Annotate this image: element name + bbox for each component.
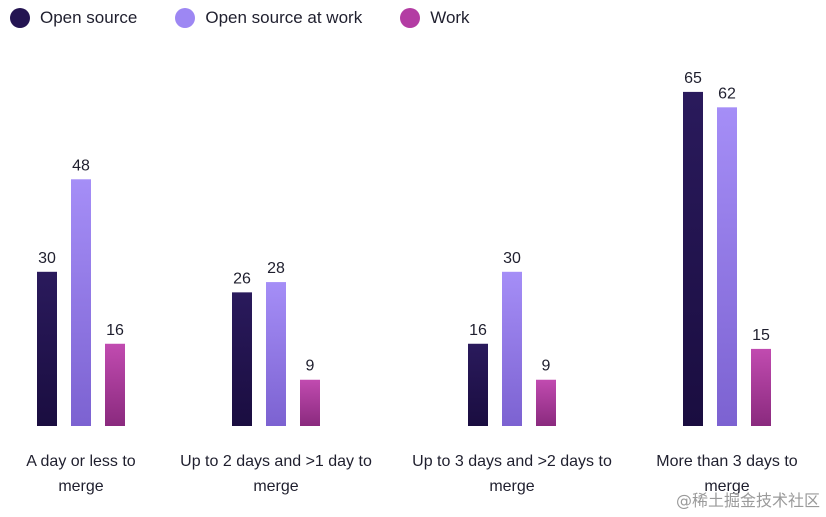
category-label-3: More than 3 days to merge bbox=[656, 453, 798, 495]
bar-work-2 bbox=[536, 379, 556, 426]
category-label-line-1-1: merge bbox=[253, 478, 298, 495]
value-labels-layer: 30 48 16 26 28 9 16 30 9 65 62 15 bbox=[38, 70, 770, 375]
value-label-open-source-3: 65 bbox=[684, 70, 702, 87]
category-label-2: Up to 3 days and >2 days to merge bbox=[412, 453, 612, 495]
bar-work-1 bbox=[300, 379, 320, 426]
legend-swatch-work bbox=[400, 8, 421, 28]
category-label-line-0-1: merge bbox=[58, 478, 103, 495]
legend: Open source Open source at work Work bbox=[10, 8, 508, 28]
value-label-work-0: 16 bbox=[106, 322, 124, 339]
bars-layer bbox=[37, 91, 771, 427]
category-label-0: A day or less to merge bbox=[26, 453, 135, 495]
legend-item-open-source-at-work: Open source at work bbox=[175, 8, 362, 28]
legend-swatch-open-source-at-work bbox=[175, 8, 196, 28]
value-label-open-source-at-work-1: 28 bbox=[267, 260, 285, 277]
bar-open-source-at-work-0 bbox=[71, 179, 91, 426]
legend-swatch-open-source bbox=[10, 8, 30, 28]
bar-open-source-2 bbox=[468, 343, 488, 426]
value-label-open-source-0: 30 bbox=[38, 250, 56, 267]
category-label-line-3-0: More than 3 days to bbox=[656, 453, 798, 470]
bar-work-3 bbox=[751, 348, 771, 426]
category-label-line-0-0: A day or less to bbox=[26, 453, 135, 470]
value-label-open-source-1: 26 bbox=[233, 270, 251, 287]
bar-open-source-at-work-3 bbox=[717, 107, 737, 426]
bar-open-source-0 bbox=[37, 271, 57, 426]
category-label-line-1-0: Up to 2 days and >1 day to bbox=[180, 453, 372, 470]
legend-item-open-source: Open source bbox=[10, 8, 137, 28]
category-label-line-3-1: merge bbox=[704, 478, 749, 495]
bar-open-source-at-work-1 bbox=[266, 282, 286, 426]
value-label-work-1: 9 bbox=[306, 358, 315, 375]
value-label-work-3: 15 bbox=[752, 327, 770, 344]
bar-open-source-at-work-2 bbox=[502, 271, 522, 426]
legend-label-open-source: Open source bbox=[40, 8, 138, 27]
category-label-1: Up to 2 days and >1 day to merge bbox=[180, 453, 372, 495]
bar-open-source-1 bbox=[232, 292, 252, 426]
value-label-open-source-at-work-0: 48 bbox=[72, 157, 90, 174]
watermark: @稀土掘金技术社区 bbox=[675, 491, 820, 510]
category-label-line-2-1: merge bbox=[489, 478, 534, 495]
bar-open-source-3 bbox=[683, 91, 703, 427]
value-label-open-source-2: 16 bbox=[469, 322, 487, 339]
legend-label-work: Work bbox=[430, 8, 470, 27]
category-label-line-2-0: Up to 3 days and >2 days to bbox=[412, 453, 612, 470]
value-label-open-source-at-work-2: 30 bbox=[503, 250, 521, 267]
legend-item-work: Work bbox=[400, 8, 470, 28]
legend-label-open-source-at-work: Open source at work bbox=[205, 8, 363, 27]
value-label-open-source-at-work-3: 62 bbox=[718, 85, 736, 102]
value-label-work-2: 9 bbox=[542, 358, 551, 375]
bar-work-0 bbox=[105, 343, 125, 426]
